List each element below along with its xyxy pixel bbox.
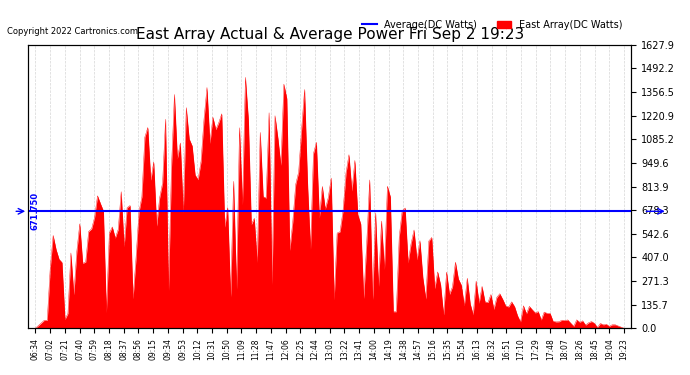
Legend: Average(DC Watts), East Array(DC Watts): Average(DC Watts), East Array(DC Watts) (358, 16, 627, 33)
Title: East Array Actual & Average Power Fri Sep 2 19:23: East Array Actual & Average Power Fri Se… (136, 27, 524, 42)
Text: Copyright 2022 Cartronics.com: Copyright 2022 Cartronics.com (7, 27, 138, 36)
Text: 671.750: 671.750 (31, 192, 40, 230)
